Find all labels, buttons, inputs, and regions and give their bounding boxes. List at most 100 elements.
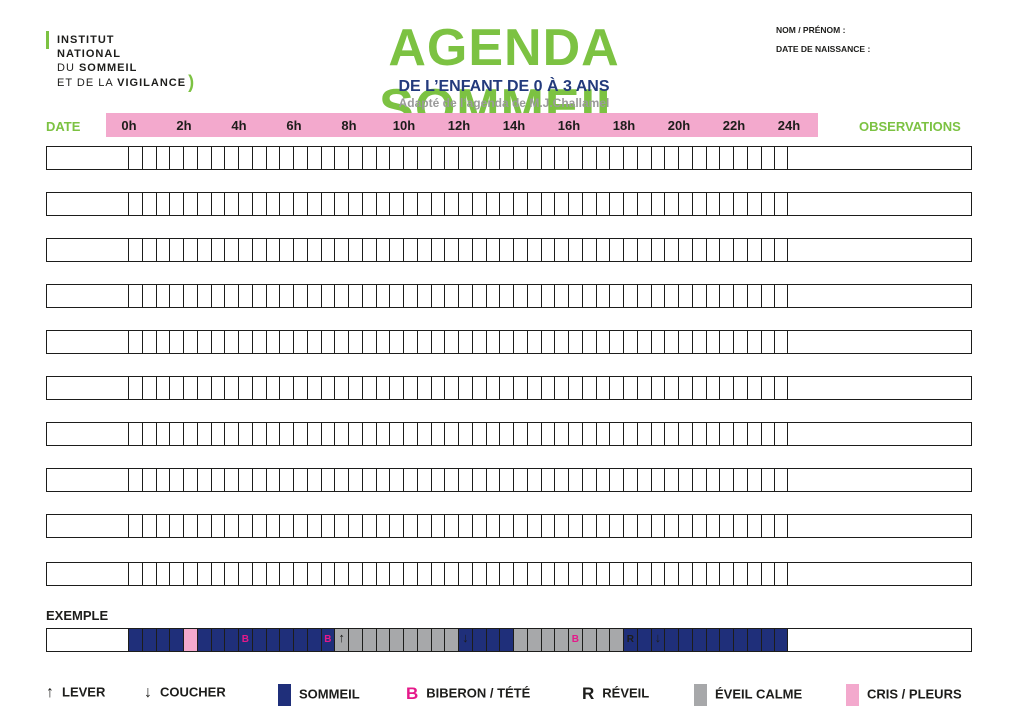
time-slot[interactable]: [265, 377, 280, 399]
time-slot[interactable]: [636, 563, 651, 585]
time-slot[interactable]: [499, 515, 513, 537]
time-slot[interactable]: [595, 239, 610, 261]
time-slot[interactable]: [513, 193, 527, 215]
time-slot[interactable]: [554, 423, 568, 445]
time-slot[interactable]: [485, 469, 500, 491]
time-slot[interactable]: [361, 147, 376, 169]
time-slot[interactable]: [540, 285, 555, 307]
time-slot[interactable]: [279, 563, 293, 585]
time-slot[interactable]: [196, 563, 211, 585]
time-slot[interactable]: [595, 193, 610, 215]
time-slot[interactable]: [444, 331, 458, 353]
time-slot[interactable]: [320, 193, 335, 215]
time-slot[interactable]: [293, 563, 307, 585]
time-slot[interactable]: [210, 563, 225, 585]
time-slot[interactable]: [581, 239, 596, 261]
time-slot[interactable]: [224, 331, 238, 353]
time-slot[interactable]: [251, 193, 266, 215]
time-slot[interactable]: [650, 563, 665, 585]
time-slot[interactable]: [513, 285, 527, 307]
time-slot[interactable]: [334, 377, 348, 399]
time-slot[interactable]: [306, 515, 321, 537]
time-slot[interactable]: [224, 515, 238, 537]
time-slot[interactable]: [719, 285, 733, 307]
time-slot[interactable]: [526, 515, 541, 537]
time-slot[interactable]: [348, 377, 362, 399]
time-slot[interactable]: [705, 239, 720, 261]
time-slot[interactable]: [760, 285, 775, 307]
time-slot[interactable]: [279, 469, 293, 491]
time-slot[interactable]: [224, 193, 238, 215]
time-slot[interactable]: [458, 563, 472, 585]
time-slot[interactable]: [746, 469, 761, 491]
time-slot[interactable]: [513, 563, 527, 585]
time-slot[interactable]: [430, 193, 445, 215]
time-slot[interactable]: [361, 285, 376, 307]
time-slot[interactable]: [141, 147, 156, 169]
time-slot[interactable]: [650, 331, 665, 353]
time-slot[interactable]: [609, 285, 623, 307]
time-slot[interactable]: [581, 331, 596, 353]
time-slot[interactable]: [554, 285, 568, 307]
time-slot[interactable]: [623, 331, 637, 353]
time-slot[interactable]: [485, 285, 500, 307]
time-slot[interactable]: [623, 147, 637, 169]
time-slot[interactable]: [664, 423, 678, 445]
time-slot[interactable]: [581, 469, 596, 491]
time-slot[interactable]: [471, 239, 486, 261]
time-slot[interactable]: [141, 239, 156, 261]
time-slot[interactable]: [128, 515, 142, 537]
time-slot[interactable]: [306, 147, 321, 169]
time-slot[interactable]: [636, 147, 651, 169]
time-slot[interactable]: [183, 239, 197, 261]
time-slot[interactable]: [403, 331, 417, 353]
time-slot[interactable]: [691, 469, 706, 491]
time-slot[interactable]: [650, 193, 665, 215]
time-slot[interactable]: [746, 285, 761, 307]
time-slot[interactable]: [265, 563, 280, 585]
time-slot[interactable]: [444, 239, 458, 261]
time-slot[interactable]: [403, 377, 417, 399]
time-slot[interactable]: [636, 515, 651, 537]
time-slot[interactable]: [595, 423, 610, 445]
time-slot[interactable]: [733, 285, 747, 307]
time-slot[interactable]: [458, 423, 472, 445]
time-slot[interactable]: [664, 285, 678, 307]
time-slot[interactable]: [444, 469, 458, 491]
time-slot[interactable]: [430, 239, 445, 261]
time-slot[interactable]: [444, 285, 458, 307]
time-slot[interactable]: [183, 563, 197, 585]
time-slot[interactable]: [760, 331, 775, 353]
time-slot[interactable]: [705, 193, 720, 215]
time-slot[interactable]: [128, 377, 142, 399]
time-slot[interactable]: [293, 469, 307, 491]
time-slot[interactable]: [306, 423, 321, 445]
time-slot[interactable]: [513, 239, 527, 261]
time-slot[interactable]: [210, 193, 225, 215]
time-slot[interactable]: [238, 563, 252, 585]
time-slot[interactable]: [444, 193, 458, 215]
time-slot[interactable]: [760, 563, 775, 585]
time-slot[interactable]: [650, 285, 665, 307]
time-slot[interactable]: [348, 423, 362, 445]
time-slot[interactable]: [760, 193, 775, 215]
time-slot[interactable]: [691, 285, 706, 307]
time-slot[interactable]: [306, 193, 321, 215]
time-slot[interactable]: [224, 377, 238, 399]
time-slot[interactable]: [499, 563, 513, 585]
time-slot[interactable]: [774, 239, 788, 261]
time-slot[interactable]: [568, 469, 582, 491]
time-slot[interactable]: [444, 423, 458, 445]
time-slot[interactable]: [623, 469, 637, 491]
time-slot[interactable]: [719, 469, 733, 491]
time-slot[interactable]: [746, 147, 761, 169]
time-slot[interactable]: [210, 515, 225, 537]
time-slot[interactable]: [471, 469, 486, 491]
time-slot[interactable]: [128, 563, 142, 585]
time-slot[interactable]: [430, 377, 445, 399]
time-slot[interactable]: [774, 147, 788, 169]
time-slot[interactable]: [334, 423, 348, 445]
time-slot[interactable]: [609, 563, 623, 585]
time-slot[interactable]: [526, 423, 541, 445]
time-slot[interactable]: [485, 377, 500, 399]
